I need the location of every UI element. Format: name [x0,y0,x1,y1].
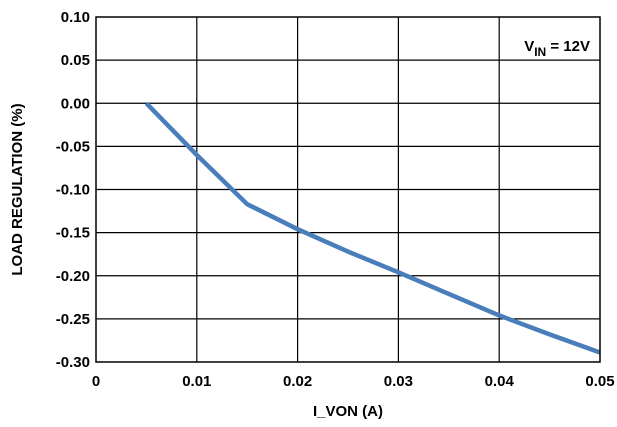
vin-annotation: VIN = 12V [524,38,590,59]
series-line [144,101,601,355]
x-tick-labels: 0 0.01 0.02 0.03 0.04 0.05 [92,373,615,390]
vin-annotation-rest: = 12V [546,38,590,55]
plot-frame [95,16,601,363]
y-tick-label: -0.30 [56,354,90,371]
x-tick-label: 0 [92,373,100,390]
x-axis-title: I_VON (A) [313,403,383,420]
series-layer [144,101,601,355]
y-axis-title: LOAD REGULATION (%) [9,103,26,275]
y-tick-label: -0.05 [56,138,90,155]
y-tick-label: 0.00 [61,95,90,112]
y-tick-label: -0.15 [56,225,90,242]
y-tick-label: -0.20 [56,268,90,285]
vin-annotation-sub: IN [534,45,546,59]
x-tick-label: 0.01 [182,373,211,390]
y-tick-labels: 0.10 0.05 0.00 -0.05 -0.10 -0.15 -0.20 -0.25 -0.… [56,9,90,371]
y-tick-label: -0.25 [56,311,90,328]
grid [96,17,600,362]
vin-annotation-main: V [524,38,534,55]
y-tick-label: 0.10 [61,9,90,26]
x-tick-label: 0.05 [585,373,614,390]
x-tick-label: 0.02 [283,373,312,390]
x-tick-label: 0.04 [485,373,515,390]
y-tick-label: 0.05 [61,52,90,69]
y-tick-label: -0.10 [56,182,90,199]
x-tick-label: 0.03 [384,373,413,390]
